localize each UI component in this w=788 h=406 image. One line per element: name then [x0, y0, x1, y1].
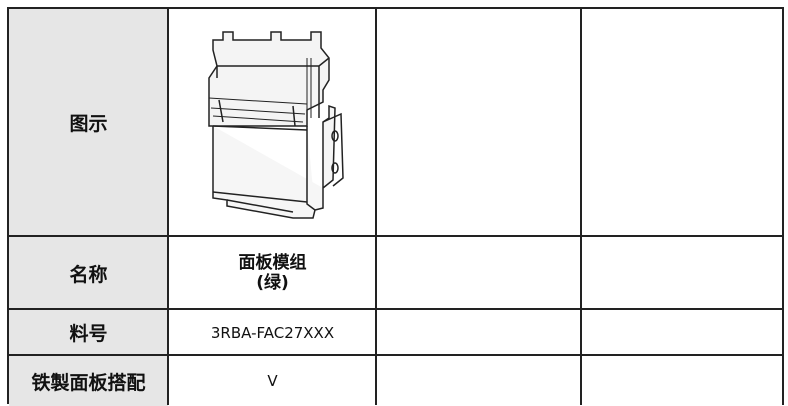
name-line: (绿): [256, 273, 289, 293]
border: [8, 235, 784, 237]
row-label: 图示: [9, 9, 168, 236]
iron-panel-match: V: [267, 372, 278, 390]
border: [7, 7, 9, 404]
border: [580, 8, 582, 405]
product-image: [169, 9, 376, 236]
row-label: 料号: [9, 310, 168, 355]
row-label: 名称: [9, 237, 168, 309]
name-cell: 面板模组 (绿): [169, 237, 376, 309]
border: [8, 308, 784, 310]
panel-module-drawing: [207, 30, 344, 219]
border: [375, 8, 377, 405]
name-line: 面板模组: [238, 253, 307, 273]
border: [167, 8, 169, 405]
border: [8, 354, 784, 356]
row-label: 铁製面板搭配: [9, 356, 168, 406]
border: [782, 8, 784, 405]
border: [8, 7, 784, 9]
part-number: 3RBA-FAC27XXX: [210, 323, 335, 342]
